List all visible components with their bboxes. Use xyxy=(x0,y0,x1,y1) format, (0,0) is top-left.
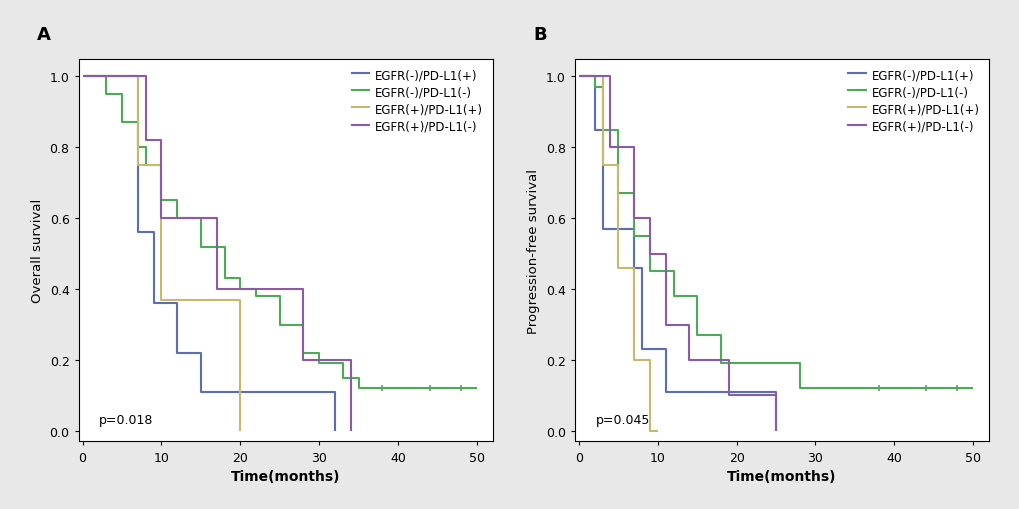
Text: A: A xyxy=(37,26,51,44)
Y-axis label: Progression-free survival: Progression-free survival xyxy=(527,168,540,333)
Y-axis label: Overall survival: Overall survival xyxy=(31,199,44,302)
Text: B: B xyxy=(533,26,546,44)
X-axis label: Time(months): Time(months) xyxy=(727,469,836,483)
Text: p=0.045: p=0.045 xyxy=(595,413,649,427)
Legend: EGFR(-)/PD-L1(+), EGFR(-)/PD-L1(-), EGFR(+)/PD-L1(+), EGFR(+)/PD-L1(-): EGFR(-)/PD-L1(+), EGFR(-)/PD-L1(-), EGFR… xyxy=(347,66,486,137)
X-axis label: Time(months): Time(months) xyxy=(230,469,340,483)
Legend: EGFR(-)/PD-L1(+), EGFR(-)/PD-L1(-), EGFR(+)/PD-L1(+), EGFR(+)/PD-L1(-): EGFR(-)/PD-L1(+), EGFR(-)/PD-L1(-), EGFR… xyxy=(844,66,982,137)
Text: p=0.018: p=0.018 xyxy=(99,413,154,427)
